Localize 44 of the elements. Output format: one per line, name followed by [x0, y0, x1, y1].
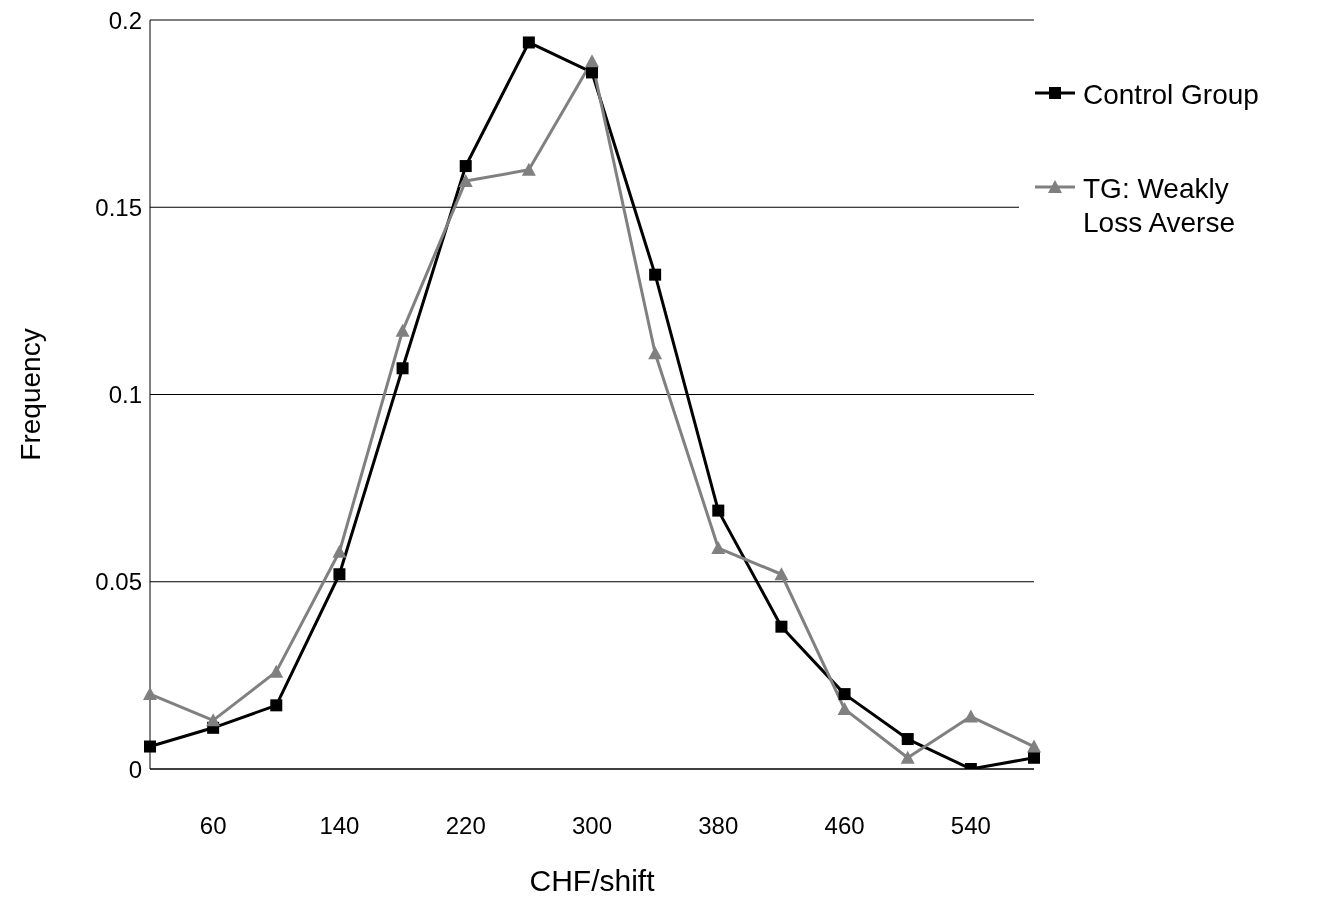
point	[963, 709, 978, 723]
point	[395, 323, 410, 337]
point	[901, 733, 914, 746]
point	[459, 160, 472, 173]
y-tick-label: 0.15	[95, 193, 142, 221]
legend-label: Control Group	[1083, 78, 1259, 112]
point	[522, 36, 535, 49]
point	[143, 687, 157, 701]
point	[1028, 751, 1040, 764]
point	[838, 688, 851, 701]
point	[586, 66, 598, 79]
y-axis-title: Frequency	[14, 328, 46, 461]
x-tick-label: 300	[571, 812, 613, 840]
point	[775, 620, 788, 633]
point	[332, 544, 347, 558]
x-tick-label: 140	[319, 812, 360, 840]
point	[837, 702, 852, 716]
point	[1027, 739, 1041, 753]
point	[458, 174, 473, 188]
point	[900, 750, 915, 764]
point	[649, 268, 662, 281]
point	[585, 54, 599, 68]
x-tick-label: 60	[199, 812, 227, 840]
point	[712, 504, 725, 517]
x-tick-label: 460	[824, 812, 865, 840]
y-tick-label: 0.1	[108, 381, 142, 409]
point	[521, 162, 536, 176]
point	[270, 699, 283, 712]
point	[648, 346, 663, 360]
x-tick-label: 220	[445, 812, 486, 840]
y-tick-label: 0.05	[95, 568, 142, 596]
x-axis-title: CHF/shift	[529, 864, 656, 897]
point	[206, 713, 221, 727]
y-tick-label: 0.2	[108, 6, 142, 34]
x-tick-label: 380	[698, 812, 739, 840]
x-tick-label: 540	[950, 812, 991, 840]
point	[144, 740, 156, 753]
point	[774, 567, 789, 581]
legend-label: TG: Weakly Loss Averse	[1083, 172, 1237, 240]
point	[269, 664, 284, 678]
point	[711, 541, 726, 555]
point	[396, 362, 409, 375]
y-tick-label: 0	[128, 755, 142, 783]
point	[333, 568, 346, 581]
